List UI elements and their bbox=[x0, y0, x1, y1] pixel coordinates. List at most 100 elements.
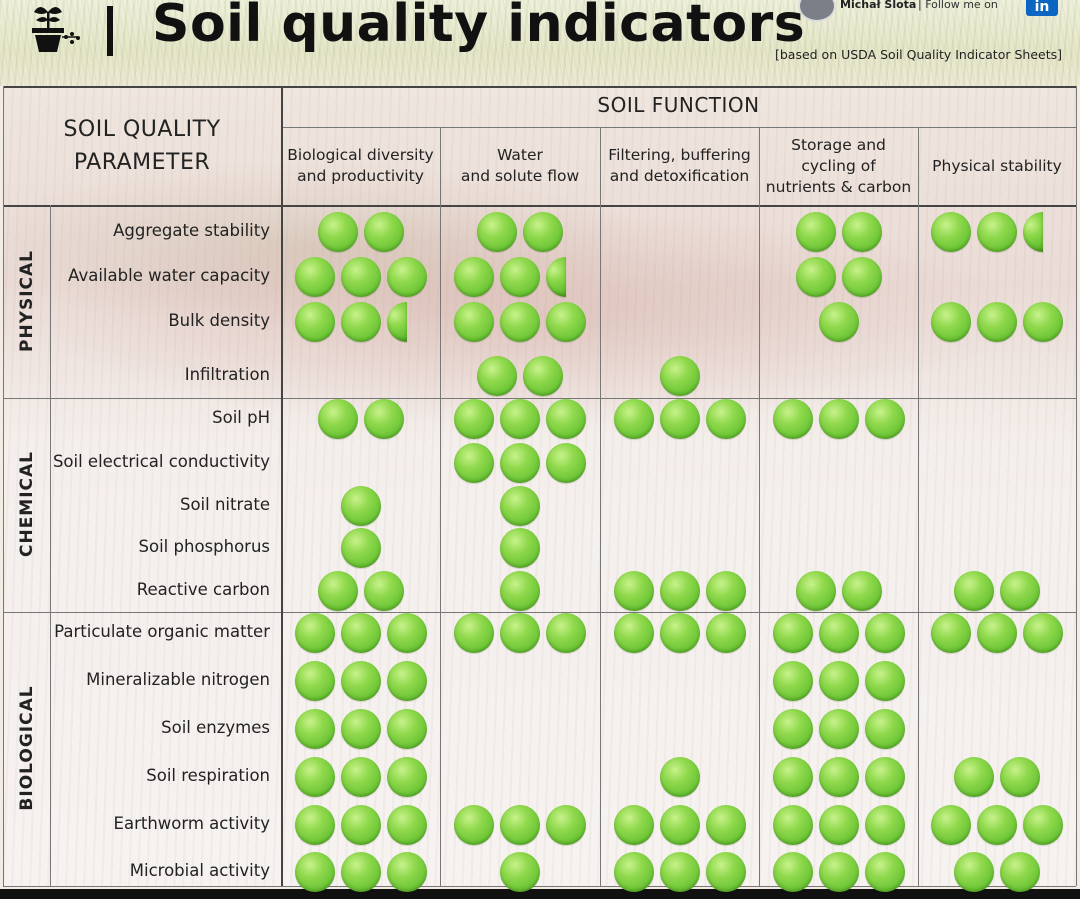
rating-dot bbox=[340, 486, 381, 526]
rating-dot bbox=[818, 852, 859, 892]
rating-dot bbox=[659, 805, 700, 845]
rating-dot bbox=[477, 356, 517, 396]
rating-dot bbox=[613, 399, 654, 439]
row-label: Aggregate stability bbox=[113, 221, 270, 240]
rating-dot bbox=[659, 571, 700, 611]
rating-dot bbox=[340, 661, 381, 701]
rating-dot bbox=[705, 613, 746, 653]
rating-dot bbox=[363, 212, 404, 252]
rating-dot bbox=[705, 571, 746, 611]
rating-dot bbox=[864, 852, 905, 892]
category-label-biological: BIOLOGICAL bbox=[17, 685, 37, 811]
rating-dot bbox=[340, 805, 381, 845]
rating-dot bbox=[386, 757, 427, 797]
rating-dot bbox=[772, 661, 813, 701]
rating-dot bbox=[317, 399, 358, 439]
rating-dot bbox=[818, 613, 859, 653]
page-title: Soil quality indicators bbox=[152, 0, 806, 54]
rating-dot bbox=[977, 212, 1017, 252]
rating-dot bbox=[818, 302, 859, 342]
rating-dot bbox=[340, 302, 381, 342]
rating-dot bbox=[977, 302, 1017, 342]
rating-dot bbox=[500, 443, 540, 483]
category-divider-line bbox=[50, 205, 51, 886]
rating-dot bbox=[705, 399, 746, 439]
rating-dot bbox=[977, 805, 1017, 845]
rating-dot bbox=[363, 399, 404, 439]
rating-dot bbox=[500, 571, 540, 611]
row-label: Soil respiration bbox=[146, 766, 270, 785]
function-header-line bbox=[281, 127, 1076, 128]
rating-dot bbox=[546, 302, 586, 342]
rating-dot bbox=[317, 571, 358, 611]
rating-dot bbox=[931, 613, 971, 653]
rating-dot bbox=[1023, 302, 1063, 342]
rating-dot bbox=[864, 661, 905, 701]
rating-dot bbox=[500, 528, 540, 568]
column-header: Storage and cycling of nutrients & carbon bbox=[759, 135, 918, 198]
category-label-chemical: CHEMICAL bbox=[17, 450, 37, 558]
rating-dot bbox=[659, 356, 700, 396]
row-label: Reactive carbon bbox=[136, 580, 270, 599]
rating-dot bbox=[294, 661, 335, 701]
rating-dot bbox=[340, 528, 381, 568]
rating-dot bbox=[818, 757, 859, 797]
category-label-physical: PHYSICAL bbox=[17, 249, 37, 352]
rating-dot bbox=[864, 709, 905, 749]
rating-dot bbox=[841, 257, 882, 297]
column-divider-line bbox=[759, 127, 760, 886]
plant-pot-icon bbox=[32, 7, 80, 52]
rating-half-dot bbox=[546, 257, 566, 297]
rating-dot bbox=[546, 805, 586, 845]
parameter-header-line: PARAMETER bbox=[73, 150, 211, 175]
follow-text: | Follow me on bbox=[918, 0, 998, 11]
rating-dot bbox=[841, 212, 882, 252]
rating-dot bbox=[546, 613, 586, 653]
column-header-line: and solute flow bbox=[460, 167, 580, 185]
column-header: Biological diversity and productivity bbox=[281, 145, 440, 187]
column-header: Water and solute flow bbox=[440, 145, 600, 187]
table-top-line bbox=[3, 86, 1076, 88]
physical-chemical-divider bbox=[3, 398, 1076, 399]
rating-dot bbox=[340, 852, 381, 892]
rating-dot bbox=[818, 661, 859, 701]
rating-dot bbox=[1000, 571, 1040, 611]
rating-dot bbox=[294, 757, 335, 797]
rating-dot bbox=[954, 757, 994, 797]
column-header-line: and detoxification bbox=[609, 167, 750, 185]
rating-dot bbox=[546, 443, 586, 483]
row-label: Particulate organic matter bbox=[54, 622, 270, 641]
rating-dot bbox=[454, 613, 494, 653]
column-header-line: nutrients & carbon bbox=[765, 177, 912, 196]
column-divider-line bbox=[918, 127, 919, 886]
row-label: Soil nitrate bbox=[179, 495, 270, 514]
rating-dot bbox=[705, 852, 746, 892]
column-header-line: Filtering, buffering bbox=[608, 146, 751, 164]
rating-dot bbox=[1000, 852, 1040, 892]
rating-dot bbox=[795, 571, 836, 611]
author-name: Michał Slota bbox=[840, 0, 917, 11]
rating-dot bbox=[841, 571, 882, 611]
rating-dot bbox=[931, 212, 971, 252]
rating-dot bbox=[931, 302, 971, 342]
rating-dot bbox=[795, 212, 836, 252]
row-label: Earthworm activity bbox=[113, 814, 270, 833]
rating-dot bbox=[454, 399, 494, 439]
rating-dot bbox=[294, 852, 335, 892]
rating-dot bbox=[795, 257, 836, 297]
rating-dot bbox=[613, 571, 654, 611]
column-header-line: Water bbox=[497, 146, 543, 164]
rating-dot bbox=[500, 805, 540, 845]
rating-dot bbox=[546, 399, 586, 439]
rating-dot bbox=[772, 852, 813, 892]
row-label: Microbial activity bbox=[129, 861, 270, 880]
column-header: Filtering, buffering and detoxification bbox=[600, 145, 759, 187]
row-label: Bulk density bbox=[168, 311, 270, 330]
rating-dot bbox=[613, 852, 654, 892]
rating-half-dot bbox=[386, 302, 407, 342]
linkedin-icon[interactable]: in bbox=[1026, 0, 1058, 16]
rating-dot bbox=[523, 212, 563, 252]
rating-dot bbox=[340, 757, 381, 797]
rating-dot bbox=[500, 399, 540, 439]
header-bottom-line bbox=[3, 205, 1076, 207]
